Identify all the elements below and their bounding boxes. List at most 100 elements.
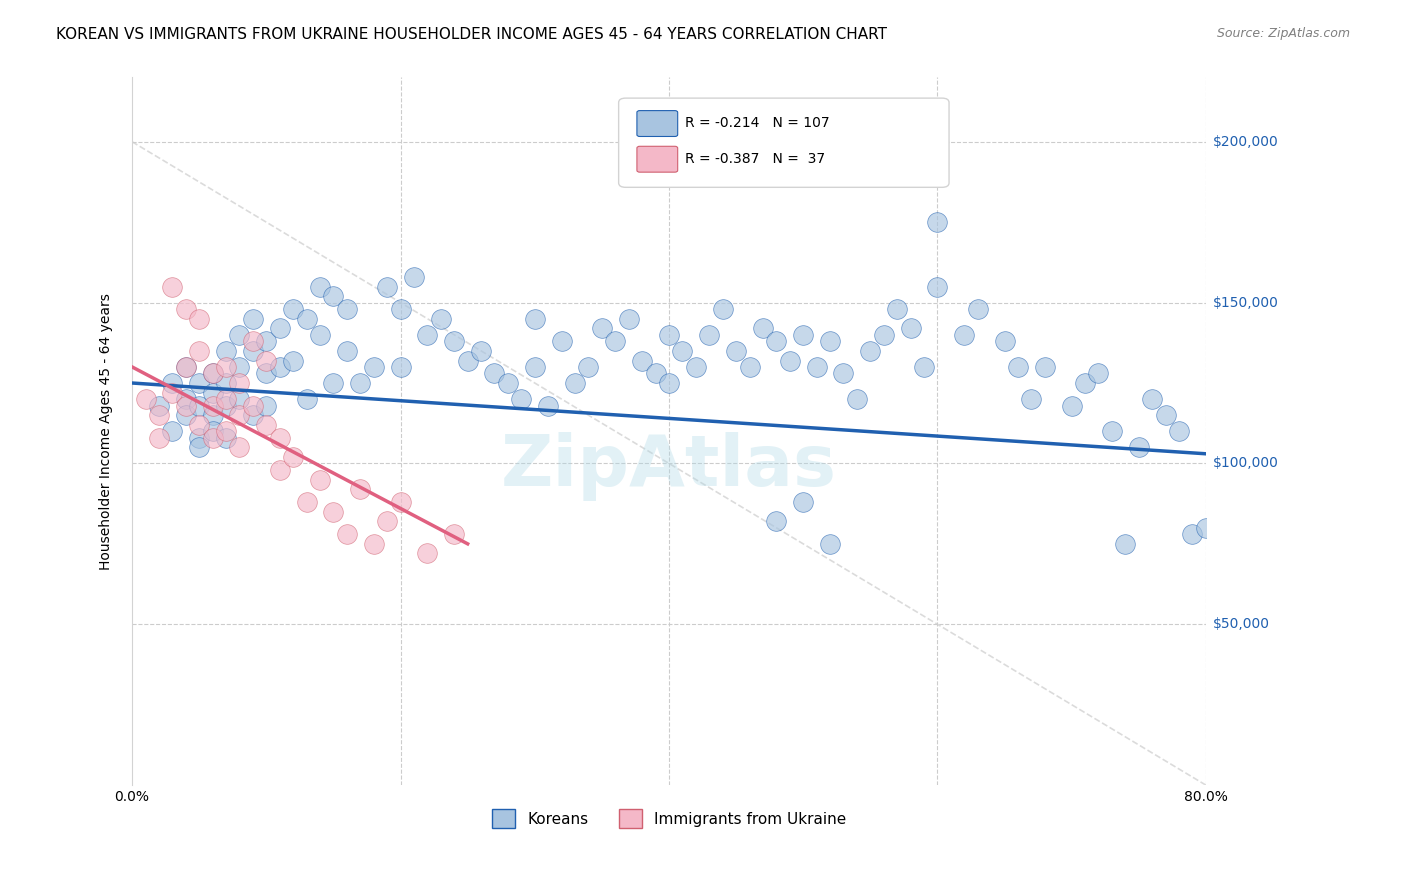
- Point: [1033, 359, 1056, 374]
- Point: [1060, 399, 1083, 413]
- Point: [457, 353, 479, 368]
- Point: [215, 424, 238, 438]
- Point: [443, 334, 465, 349]
- Point: [738, 359, 761, 374]
- Point: [228, 441, 250, 455]
- Point: [402, 269, 425, 284]
- Text: KOREAN VS IMMIGRANTS FROM UKRAINE HOUSEHOLDER INCOME AGES 45 - 64 YEARS CORRELAT: KOREAN VS IMMIGRANTS FROM UKRAINE HOUSEH…: [56, 27, 887, 42]
- Point: [953, 327, 976, 342]
- Point: [283, 301, 305, 316]
- Legend: Koreans, Immigrants from Ukraine: Koreans, Immigrants from Ukraine: [485, 803, 852, 834]
- Point: [430, 311, 453, 326]
- Point: [215, 359, 238, 374]
- Point: [966, 301, 988, 316]
- Point: [1114, 537, 1136, 551]
- Point: [162, 385, 184, 400]
- Text: R = -0.387   N =  37: R = -0.387 N = 37: [685, 152, 825, 166]
- Point: [215, 431, 238, 445]
- Point: [201, 431, 224, 445]
- Point: [201, 408, 224, 422]
- Point: [389, 301, 412, 316]
- Point: [309, 327, 332, 342]
- Point: [859, 343, 882, 358]
- Point: [1087, 367, 1109, 381]
- Point: [254, 417, 277, 432]
- Point: [1195, 521, 1218, 535]
- Point: [242, 408, 264, 422]
- Point: [148, 399, 170, 413]
- Point: [242, 399, 264, 413]
- Point: [725, 343, 748, 358]
- Point: [631, 353, 654, 368]
- Point: [295, 311, 318, 326]
- Point: [832, 367, 855, 381]
- Point: [201, 424, 224, 438]
- Point: [484, 367, 506, 381]
- Point: [228, 408, 250, 422]
- Text: ZipAtlas: ZipAtlas: [501, 432, 837, 501]
- Point: [818, 334, 841, 349]
- Point: [322, 376, 344, 390]
- Point: [269, 321, 291, 335]
- Point: [792, 495, 814, 509]
- Text: $100,000: $100,000: [1212, 457, 1278, 470]
- Point: [162, 376, 184, 390]
- Point: [671, 343, 693, 358]
- Point: [254, 334, 277, 349]
- Point: [752, 321, 775, 335]
- Point: [215, 376, 238, 390]
- Text: $150,000: $150,000: [1212, 295, 1278, 310]
- Point: [162, 424, 184, 438]
- Point: [242, 311, 264, 326]
- Point: [617, 311, 640, 326]
- Point: [1007, 359, 1029, 374]
- Point: [201, 367, 224, 381]
- Point: [242, 343, 264, 358]
- Point: [254, 353, 277, 368]
- Point: [658, 376, 681, 390]
- Point: [389, 495, 412, 509]
- Point: [564, 376, 586, 390]
- Point: [174, 301, 197, 316]
- Point: [1021, 392, 1043, 406]
- Point: [201, 367, 224, 381]
- Point: [644, 367, 666, 381]
- Text: R = -0.214   N = 107: R = -0.214 N = 107: [685, 116, 830, 130]
- Point: [228, 327, 250, 342]
- Text: $50,000: $50,000: [1212, 617, 1270, 632]
- Point: [470, 343, 492, 358]
- Point: [550, 334, 572, 349]
- Point: [416, 547, 439, 561]
- Point: [215, 399, 238, 413]
- Point: [537, 399, 560, 413]
- Text: Source: ZipAtlas.com: Source: ZipAtlas.com: [1216, 27, 1350, 40]
- Point: [254, 399, 277, 413]
- Point: [309, 279, 332, 293]
- Point: [523, 359, 546, 374]
- Point: [363, 359, 385, 374]
- Point: [1128, 441, 1150, 455]
- Point: [336, 343, 359, 358]
- Point: [148, 431, 170, 445]
- Point: [336, 301, 359, 316]
- Point: [174, 392, 197, 406]
- Point: [174, 408, 197, 422]
- Point: [697, 327, 720, 342]
- Point: [188, 441, 211, 455]
- Point: [228, 376, 250, 390]
- Point: [765, 334, 787, 349]
- Point: [228, 392, 250, 406]
- Point: [188, 431, 211, 445]
- Point: [886, 301, 908, 316]
- Point: [1168, 424, 1191, 438]
- Point: [765, 514, 787, 528]
- Point: [818, 537, 841, 551]
- Text: $200,000: $200,000: [1212, 135, 1278, 149]
- Point: [269, 431, 291, 445]
- Point: [283, 450, 305, 464]
- Point: [188, 376, 211, 390]
- Point: [873, 327, 896, 342]
- Point: [779, 353, 801, 368]
- Point: [188, 343, 211, 358]
- Point: [416, 327, 439, 342]
